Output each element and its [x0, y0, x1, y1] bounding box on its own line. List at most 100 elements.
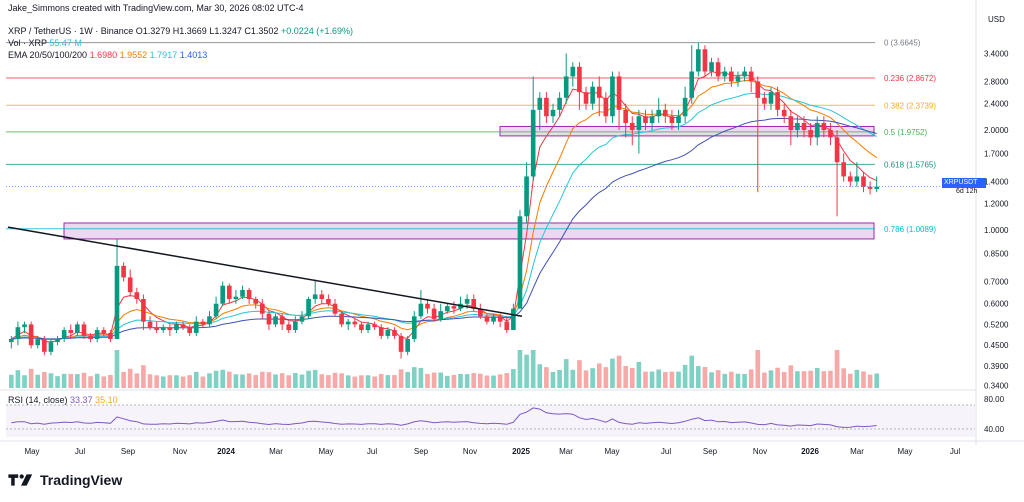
volume-bar — [484, 375, 490, 388]
x-tick-label: Mar — [269, 447, 283, 456]
candle-body — [742, 71, 747, 77]
volume-bar — [689, 355, 695, 388]
x-tick-label: Jul — [661, 447, 671, 456]
volume-bar — [696, 366, 701, 388]
fib-label: 0.382 (2.3739) — [884, 101, 936, 110]
volume-bar — [418, 367, 424, 388]
volume-bar — [293, 373, 298, 388]
volume-bar — [174, 375, 179, 388]
volume-bar — [775, 367, 780, 388]
volume-bar — [722, 373, 728, 388]
ema50-value: 1.9552 — [119, 50, 148, 60]
volume-bar — [610, 358, 615, 388]
candle-body — [524, 176, 529, 217]
volume-bar — [874, 373, 880, 388]
candle-body — [861, 176, 866, 187]
volume-value: 55.47 M — [49, 38, 82, 48]
ema-label: EMA 20/50/100/200 — [8, 50, 88, 60]
ema100-value: 1.7917 — [149, 50, 178, 60]
x-tick-label: May — [604, 447, 619, 456]
candle-body — [762, 97, 767, 104]
tradingview-brand[interactable]: TradingView — [8, 472, 122, 488]
volume-bar — [332, 372, 338, 388]
y-tick-label: 0.5200 — [984, 320, 1009, 329]
volume-bar — [260, 371, 265, 388]
candle-body — [867, 186, 873, 189]
y-tick-label: 0.4500 — [984, 341, 1009, 350]
fib-label: 0.786 (1.0089) — [884, 225, 936, 234]
candle-body — [35, 338, 41, 346]
volume-bar — [834, 350, 840, 388]
candle-body — [814, 122, 820, 138]
price-tag-symbol-text: XRPUSDT — [944, 179, 978, 186]
volume-bar — [114, 350, 120, 388]
volume-bar — [193, 371, 199, 388]
x-tick-label: Nov — [753, 447, 767, 456]
volume-bar — [180, 376, 186, 388]
volume-bar — [127, 368, 133, 388]
volume-bar — [524, 354, 529, 388]
rsi-band — [6, 405, 975, 437]
candle-body — [656, 109, 662, 117]
x-tick-label: May — [24, 447, 39, 456]
volume-bar — [497, 374, 503, 388]
x-tick-label: Sep — [414, 447, 429, 456]
candle-body — [623, 109, 628, 123]
candle-body — [28, 324, 34, 346]
candle-body — [365, 324, 371, 331]
candle-body — [478, 308, 483, 317]
volume-bar — [299, 374, 305, 388]
support-zone — [499, 125, 875, 137]
volume-bar — [629, 367, 635, 388]
y-tick-label: 3.4000 — [984, 49, 1009, 58]
volume-bar — [550, 371, 556, 388]
volume-bar — [187, 375, 192, 388]
candle-body — [874, 186, 880, 189]
volume-bar — [160, 376, 166, 388]
volume-bar — [233, 374, 239, 388]
candle-body — [557, 97, 562, 110]
volume-bar — [847, 373, 853, 388]
volume-bar — [392, 375, 397, 388]
candle-body — [372, 324, 377, 328]
ema-line — [11, 70, 877, 343]
candle-body — [431, 308, 437, 319]
volume-bar — [405, 371, 410, 388]
candle-body — [636, 116, 642, 131]
volume-bar — [458, 373, 463, 388]
fib-label: 0.236 (2.8672) — [884, 74, 936, 83]
volume-bar — [207, 373, 212, 388]
y-tick-label: 1.7000 — [984, 149, 1009, 158]
candle-body — [88, 335, 93, 339]
candle-body — [497, 316, 503, 322]
candle-body — [207, 316, 212, 325]
candle-body — [319, 294, 325, 300]
candle-body — [101, 330, 107, 333]
volume-bar — [735, 373, 741, 388]
candle-body — [755, 81, 761, 98]
volume-bar — [557, 369, 562, 388]
candle-body — [326, 299, 331, 304]
volume-bar — [352, 376, 358, 388]
fib-label: 0.5 (1.9752) — [884, 128, 927, 137]
price-tag-symbol: XRPUSDT 1.3502 — [942, 178, 986, 196]
candle-body — [649, 116, 655, 123]
candle-body — [735, 76, 741, 82]
volume-bar — [220, 369, 226, 388]
ohlc-high: H1.3669 — [172, 26, 207, 36]
volume-bar — [702, 367, 708, 388]
volume-bar — [339, 373, 344, 388]
candle-body — [834, 137, 840, 163]
volume-bar — [240, 374, 245, 388]
volume-bar — [788, 365, 794, 388]
symbol-legend: XRP / TetherUS · 1W · Binance O1.3279 H1… — [8, 25, 353, 37]
volume-bar — [378, 373, 384, 388]
volume-bar — [61, 373, 67, 388]
candle-body — [583, 92, 589, 104]
y-tick-label: 2.0000 — [984, 126, 1009, 135]
volume-bar — [867, 374, 873, 388]
x-tick-label: Jul — [367, 447, 377, 456]
price-tag-price: 1.3502 — [962, 189, 984, 196]
price-change: +0.0224 (+1.69%) — [280, 26, 353, 36]
